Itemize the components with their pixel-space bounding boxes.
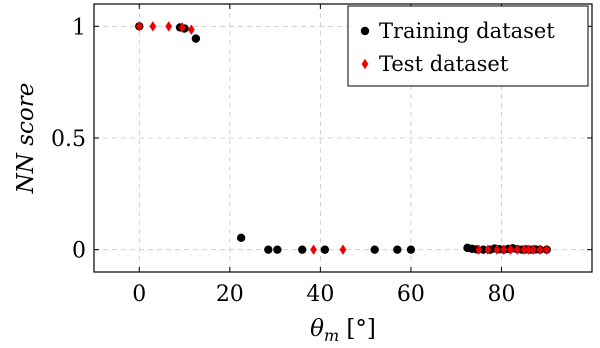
y-tick-label: 0 bbox=[72, 239, 86, 264]
y-tick-label: 1 bbox=[72, 15, 86, 40]
test-point bbox=[536, 244, 544, 255]
y-axis-title: NN score bbox=[13, 83, 39, 195]
training-point bbox=[479, 245, 488, 254]
training-point bbox=[273, 245, 282, 254]
x-axis-title: θm [°] bbox=[310, 316, 376, 345]
x-tick-label: 80 bbox=[487, 282, 515, 307]
training-point bbox=[236, 233, 246, 243]
training-point bbox=[393, 245, 402, 254]
training-point bbox=[320, 245, 330, 254]
test-point bbox=[165, 21, 173, 32]
legend-label: Training dataset bbox=[379, 19, 555, 43]
test-point bbox=[187, 24, 195, 35]
test-point bbox=[529, 244, 537, 255]
test-point bbox=[507, 244, 514, 255]
test-point bbox=[178, 22, 186, 33]
legend-marker bbox=[360, 26, 370, 36]
legend-label: Test dataset bbox=[379, 52, 509, 76]
x-tick-label: 0 bbox=[132, 282, 146, 307]
test-point bbox=[543, 244, 551, 255]
training-point bbox=[406, 245, 416, 254]
test-point bbox=[149, 21, 157, 32]
test-point bbox=[484, 244, 492, 255]
test-point bbox=[500, 244, 508, 255]
training-point bbox=[264, 245, 273, 254]
data-marks bbox=[135, 21, 551, 255]
test-point bbox=[493, 244, 501, 255]
test-point bbox=[513, 244, 521, 255]
series-test bbox=[135, 21, 551, 255]
test-point bbox=[520, 244, 528, 255]
training-point bbox=[191, 34, 201, 43]
training-point bbox=[298, 245, 307, 254]
test-point bbox=[475, 244, 483, 255]
x-tick-label: 20 bbox=[216, 282, 244, 307]
training-point bbox=[370, 245, 379, 254]
x-tick-label: 60 bbox=[397, 282, 425, 307]
legend-marker bbox=[361, 58, 369, 70]
x-tick-label: 40 bbox=[306, 282, 334, 307]
axis-ticks: 0 20 40 60 80 0 0.5 1 bbox=[51, 4, 592, 307]
y-tick-label: 0.5 bbox=[51, 127, 86, 152]
test-point bbox=[135, 21, 143, 32]
test-point bbox=[525, 244, 533, 255]
legend-box bbox=[347, 5, 589, 87]
axis-titles: θm [°] NN score bbox=[13, 83, 376, 345]
legend: Training dataset Test dataset bbox=[347, 5, 589, 87]
test-point bbox=[310, 244, 317, 255]
test-point bbox=[339, 244, 347, 255]
